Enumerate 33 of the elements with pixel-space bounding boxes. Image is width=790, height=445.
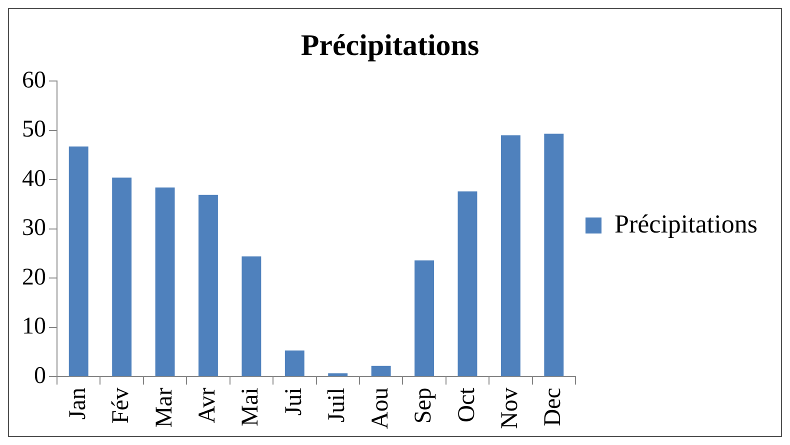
x-tick-label: Avr: [194, 388, 221, 424]
y-tick-label: 50: [22, 116, 46, 143]
y-tick-label: 0: [34, 362, 46, 389]
x-tick-label: Sep: [410, 388, 437, 424]
x-tick-label: Dec: [540, 388, 566, 426]
bar: [68, 146, 88, 376]
x-tick-label: Oct: [454, 387, 480, 422]
bar: [500, 135, 520, 376]
chart-title: Précipitations: [300, 28, 480, 62]
y-tick-label: 40: [22, 166, 46, 192]
x-tick-label: Mar: [151, 388, 178, 428]
bar: [414, 260, 434, 376]
x-tick-label: Juil: [324, 387, 350, 422]
x-tick-label: Nov: [496, 388, 523, 430]
x-tick-label: Jui: [280, 387, 307, 416]
y-tick-label: 30: [22, 215, 46, 242]
bar: [328, 373, 348, 376]
y-tick-label: 60: [22, 67, 46, 94]
y-tick-label: 20: [22, 264, 46, 290]
bar: [284, 350, 304, 376]
bar: [371, 366, 391, 376]
x-tick-label: Mai: [238, 387, 264, 426]
legend-label: Précipitations: [614, 209, 758, 238]
x-tick-label: Aou: [367, 388, 394, 430]
x-tick-label: Fév: [108, 388, 134, 424]
x-tick-label: Jan: [64, 388, 91, 420]
y-tick-label: 10: [22, 314, 46, 340]
bar: [544, 134, 564, 376]
bar: [458, 191, 478, 376]
bar: [242, 256, 262, 376]
bar: [112, 178, 132, 376]
bar: [198, 194, 218, 376]
bar: [155, 187, 175, 376]
